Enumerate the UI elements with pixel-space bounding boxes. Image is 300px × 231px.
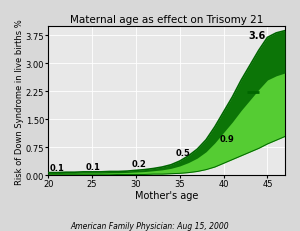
Text: American Family Physician: Aug 15, 2000: American Family Physician: Aug 15, 2000 (71, 221, 229, 230)
Text: 0.5: 0.5 (176, 148, 190, 157)
Text: 0.9: 0.9 (219, 134, 234, 143)
Y-axis label: Risk of Down Syndrome in live births %: Risk of Down Syndrome in live births % (15, 19, 24, 184)
Title: Maternal age as effect on Trisomy 21: Maternal age as effect on Trisomy 21 (70, 15, 263, 25)
Text: 3.6: 3.6 (248, 31, 266, 41)
Text: 0.1: 0.1 (86, 162, 101, 171)
Text: 0.1: 0.1 (50, 163, 65, 172)
X-axis label: Mother's age: Mother's age (135, 190, 198, 200)
Text: 0.2: 0.2 (131, 159, 146, 168)
